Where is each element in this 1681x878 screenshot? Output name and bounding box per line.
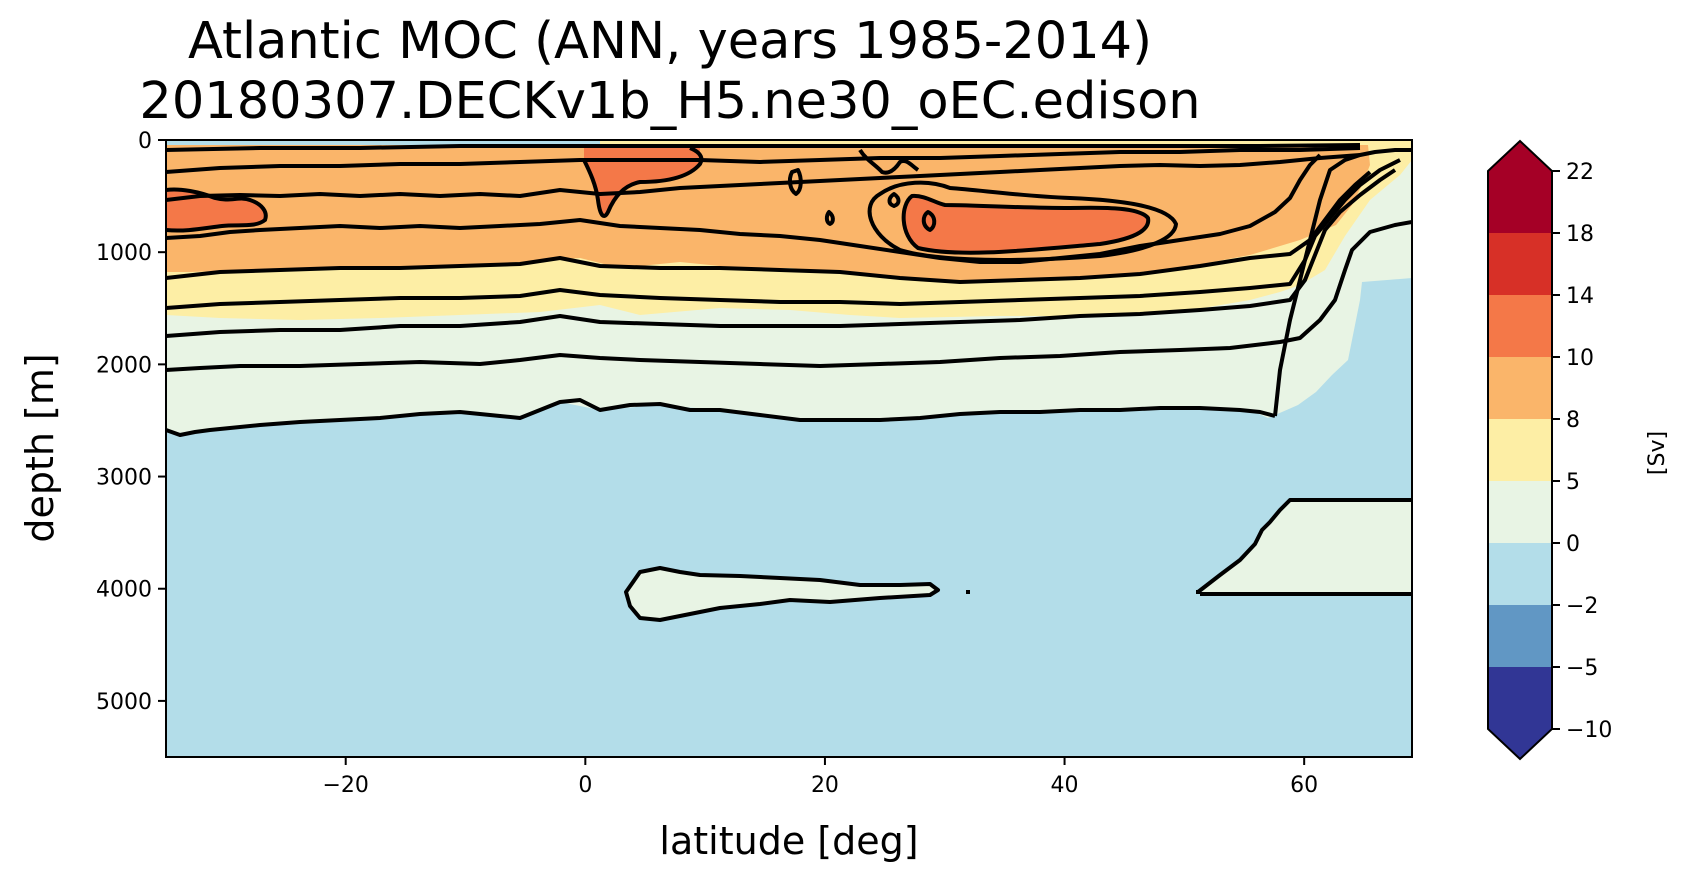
contour-line-core-north — [901, 193, 1151, 255]
contour-line-small-ring-2 — [887, 192, 901, 208]
contour-fill-0-5-deep-patch-2 — [1198, 500, 1412, 594]
colorbar-tick-label: 8 — [1566, 408, 1580, 433]
contour-line-core-equator — [582, 146, 704, 218]
colorbar-swatch — [1488, 667, 1552, 759]
colorbar-swatch — [1488, 543, 1552, 605]
contour-line-small-ring-1 — [787, 168, 803, 196]
colorbar: −10 −5 −2 0 5 8 10 14 18 22 — [1487, 139, 1612, 761]
colorbar-swatch — [1488, 141, 1552, 233]
x-axis-label: latitude [deg] — [659, 819, 918, 863]
x-tick-label: 40 — [1051, 773, 1079, 798]
contour-line-7 — [166, 146, 1361, 174]
colorbar-swatch — [1488, 233, 1552, 295]
contour-line-wiggle-1 — [858, 148, 920, 175]
contour-line-1 — [166, 220, 1412, 372]
y-axis: 0 1000 2000 3000 4000 5000 — [96, 129, 166, 715]
colorbar-tick-label: 10 — [1566, 346, 1594, 371]
y-axis-label: depth [m] — [18, 353, 62, 542]
contour-line-deep-patch-1 — [624, 566, 940, 622]
contour-line-4 — [166, 170, 1372, 284]
contour-line-5 — [166, 153, 1322, 264]
colorbar-tick-label: −10 — [1566, 718, 1612, 743]
y-tick-label: 0 — [138, 129, 152, 154]
contour-line-2 — [166, 168, 1397, 338]
x-tick-label: −20 — [322, 773, 368, 798]
colorbar-tick-label: −5 — [1566, 656, 1598, 681]
colorbar-swatch — [1488, 419, 1552, 481]
colorbar-tick-label: 22 — [1566, 160, 1594, 185]
colorbar-label: [Sv] — [1645, 431, 1670, 475]
x-tick-label: 0 — [578, 773, 592, 798]
colorbar-swatch — [1488, 357, 1552, 419]
colorbar-swatch — [1488, 605, 1552, 667]
y-tick-label: 3000 — [96, 466, 152, 491]
contour-line-0-sv — [166, 398, 1276, 437]
x-axis: −20 0 20 40 60 — [322, 757, 1318, 798]
contour-line-3 — [166, 158, 1401, 310]
plot-frame — [165, 139, 1413, 758]
contour-line-6 — [166, 153, 1361, 202]
x-tick-label: 20 — [811, 773, 839, 798]
contour-line-small-ring-3 — [921, 210, 937, 232]
contour-fill-neg-surface — [166, 140, 600, 145]
y-tick-label: 2000 — [96, 353, 152, 378]
contour-line-deep-patch-2 — [1196, 498, 1412, 594]
colorbar-tick-label: 18 — [1566, 222, 1594, 247]
contour-fill-10-14-core-north — [903, 195, 1149, 253]
x-tick-label: 60 — [1290, 773, 1318, 798]
colorbar-tick-label: 0 — [1566, 532, 1580, 557]
y-tick-label: 5000 — [96, 690, 152, 715]
contour-line-core-north-outer — [867, 180, 1178, 262]
y-tick-label: 4000 — [96, 578, 152, 603]
contour-line-0-sv-vertical — [1273, 148, 1412, 417]
contour-fill-0-5-deep-patch-1 — [626, 568, 938, 620]
colorbar-tick-label: 14 — [1566, 284, 1594, 309]
colorbar-tick-label: 5 — [1566, 470, 1580, 495]
colorbar-swatch — [1488, 481, 1552, 543]
chart-title-line-1: Atlantic MOC (ANN, years 1985-2014) — [187, 12, 1153, 71]
colorbar-swatch — [1488, 295, 1552, 357]
y-tick-label: 1000 — [96, 241, 152, 266]
contour-line-core-south — [166, 187, 268, 233]
colorbar-tick-label: −2 — [1566, 594, 1598, 619]
contour-line-8 — [166, 143, 1361, 152]
contour-line-small-ring-4 — [824, 210, 835, 226]
chart-title-line-2: 20180307.DECKv1b_H5.ne30_oEC.edison — [139, 72, 1201, 131]
contour-lines — [166, 143, 1412, 622]
